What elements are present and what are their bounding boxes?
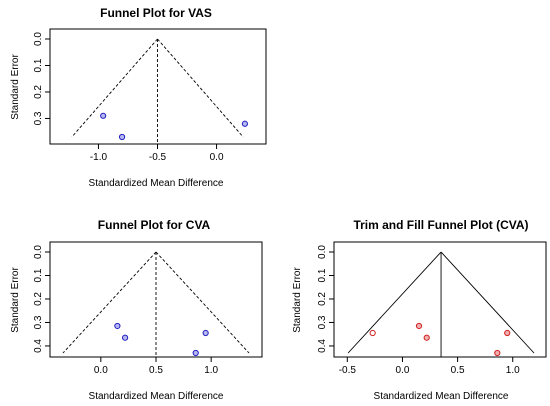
y-axis-label: Standard Error [10, 267, 21, 333]
plot-marks: -1.0 -0.5 0.0 0.0 0.1 0.2 0.3 [33, 32, 249, 163]
plot-marks: -0.5 0.0 0.5 1.0 0.0 0.1 0.2 0.3 0.4 [317, 245, 535, 376]
y-axis-label: Standard Error [292, 267, 303, 333]
data-point [122, 334, 129, 341]
plot-marks: 0.0 0.5 1.0 0.0 0.1 0.2 0.3 0.4 [33, 245, 250, 376]
y-tick-label: 0.1 [33, 58, 44, 72]
y-tick-label: 0.2 [33, 85, 44, 99]
y-tick-label: 0.1 [317, 268, 328, 282]
plot-frame [333, 241, 547, 358]
y-tick-label: 0.2 [33, 292, 44, 306]
y-tick-label: 0.3 [317, 315, 328, 329]
x-tick-label: 0.0 [395, 365, 409, 376]
data-point [100, 112, 107, 119]
y-tick-label: 0.0 [33, 32, 44, 46]
x-axis-label: Standardized Mean Difference [89, 391, 224, 402]
y-tick-label: 0.0 [33, 245, 44, 259]
y-tick-label: 0.3 [33, 111, 44, 125]
x-tick-label: -1.0 [90, 152, 108, 163]
y-tick-label: 0.4 [317, 339, 328, 353]
plot-frame [49, 28, 267, 145]
funnel-right-line [155, 251, 250, 354]
x-tick-label: -0.5 [339, 365, 357, 376]
x-tick-label: -0.5 [149, 152, 167, 163]
data-point [423, 334, 430, 341]
data-point [241, 120, 249, 127]
funnel-left-line [347, 251, 442, 354]
x-tick-label: 0.0 [94, 365, 108, 376]
y-tick-label: 0.4 [33, 339, 44, 353]
data-point [494, 349, 501, 357]
panel-trim-and-fill: Trim and Fill Funnel Plot (CVA) Standard… [292, 218, 547, 402]
data-point [192, 349, 199, 357]
x-tick-label: 1.0 [204, 365, 218, 376]
x-axis-label: Standardized Mean Difference [89, 178, 224, 189]
y-tick-label: 0.3 [33, 315, 44, 329]
funnel-right-line [157, 38, 244, 138]
chart-title: Funnel Plot for VAS [100, 6, 212, 20]
chart-title: Trim and Fill Funnel Plot (CVA) [353, 218, 528, 232]
chart-title: Funnel Plot for CVA [98, 218, 211, 232]
funnel-left-line [71, 38, 158, 138]
funnel-left-line [62, 251, 157, 354]
data-point [369, 329, 376, 337]
y-tick-label: 0.2 [317, 292, 328, 306]
funnel-right-line [440, 251, 535, 354]
x-tick-label: 1.0 [506, 365, 520, 376]
data-point [114, 322, 121, 330]
x-tick-label: 0.5 [149, 365, 163, 376]
x-axis-label: Standardized Mean Difference [374, 391, 509, 402]
data-point [202, 329, 209, 337]
y-tick-label: 0.1 [33, 268, 44, 282]
x-tick-label: 0.0 [210, 152, 224, 163]
panel-cva: Funnel Plot for CVA Standardized Mean Di… [10, 218, 263, 402]
y-tick-label: 0.0 [317, 245, 328, 259]
data-point [504, 329, 511, 337]
x-tick-label: 0.5 [451, 365, 465, 376]
panel-vas: Funnel Plot for VAS Standardized Mean Di… [10, 6, 267, 189]
data-point [118, 133, 126, 141]
y-axis-label: Standard Error [10, 54, 21, 120]
data-point [415, 322, 423, 330]
